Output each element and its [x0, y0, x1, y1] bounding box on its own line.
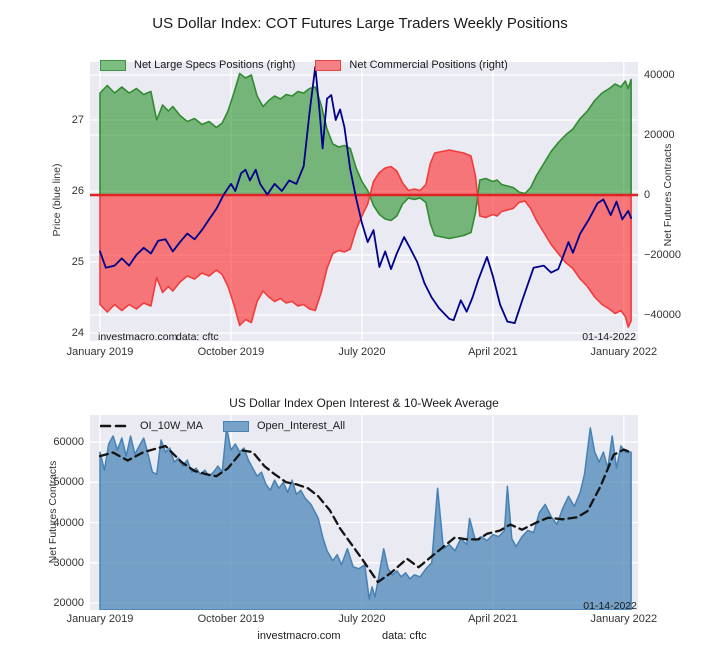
bottom-left-axis-tick: 30000 [53, 556, 84, 569]
top-right-axis-tick: −40000 [644, 309, 682, 321]
chart-path [99, 427, 632, 610]
top-left-axis-tick: 27 [71, 114, 84, 126]
bottom-chart-plot-area [90, 415, 638, 610]
top-x-axis-tick: January 2019 [66, 346, 134, 358]
legend-item: OI_10W_MA [100, 420, 203, 432]
oi-area-swatch-icon [222, 420, 249, 432]
specs-area-swatch-icon [100, 59, 126, 71]
legend-label: Net Commercial Positions (right) [349, 59, 508, 71]
top-chart-right-axis-label: Net Futures Contracts [662, 143, 674, 247]
dashed-line-swatch-icon [100, 424, 132, 428]
top-chart-plot-area [90, 62, 638, 341]
bottom-left-axis-tick: 50000 [53, 476, 84, 489]
chart-path [99, 72, 632, 240]
figure-title: US Dollar Index: COT Futures Large Trade… [152, 15, 568, 32]
bottom-x-axis-tick: July 2020 [338, 613, 386, 625]
bottom-left-axis-tick: 40000 [53, 516, 84, 529]
top-watermark-data-source: data: cftc [176, 331, 219, 343]
bottom-watermark-source: investmacro.com [257, 630, 341, 642]
legend-item: Net Commercial Positions (right) [315, 59, 508, 71]
legend-label: Net Large Specs Positions (right) [134, 59, 296, 71]
top-left-axis-tick: 24 [71, 327, 84, 339]
top-x-axis-tick: October 2019 [197, 346, 265, 358]
top-x-axis-tick: July 2020 [338, 346, 386, 358]
legend-label: Open_Interest_All [256, 420, 346, 432]
bottom-x-axis-tick: April 2021 [468, 613, 518, 625]
legend-item: Net Large Specs Positions (right) [100, 59, 295, 71]
legend-item: Open_Interest_All [222, 420, 346, 432]
bottom-left-axis-tick: 20000 [53, 597, 84, 609]
bottom-chart-title: US Dollar Index Open Interest & 10-Week … [229, 396, 499, 410]
bottom-report-date: 01-14-2022 [583, 600, 637, 612]
chart-path [99, 149, 632, 328]
top-left-axis-tick: 25 [71, 256, 84, 268]
chart-path [99, 65, 632, 324]
chart-legend: Net Large Specs Positions (right) Net Com… [100, 59, 508, 71]
top-right-axis-tick: 20000 [644, 129, 675, 141]
top-right-axis-tick: 0 [644, 189, 651, 201]
top-right-axis-tick: 40000 [644, 69, 675, 81]
top-x-axis-tick: April 2021 [468, 346, 518, 358]
top-chart-left-axis-label: Price (blue line) [51, 163, 63, 237]
chart-legend: OI_10W_MA Open_Interest_All [100, 420, 345, 432]
bottom-x-axis-tick: January 2022 [590, 613, 658, 625]
chart-path [98, 444, 633, 584]
top-right-axis-tick: −20000 [644, 249, 682, 261]
top-left-axis-tick: 26 [71, 185, 84, 197]
bottom-watermark-data-source: data: cftc [382, 630, 427, 642]
bottom-x-axis-tick: October 2019 [197, 613, 265, 625]
top-report-date: 01-14-2022 [582, 331, 636, 343]
bottom-x-axis-tick: January 2019 [66, 613, 134, 625]
legend-label: OI_10W_MA [140, 420, 203, 432]
top-watermark-source: investmacro.com [98, 331, 178, 343]
bottom-left-axis-tick: 60000 [53, 436, 84, 448]
top-x-axis-tick: January 2022 [590, 346, 658, 358]
comm-area-swatch-icon [315, 59, 342, 71]
